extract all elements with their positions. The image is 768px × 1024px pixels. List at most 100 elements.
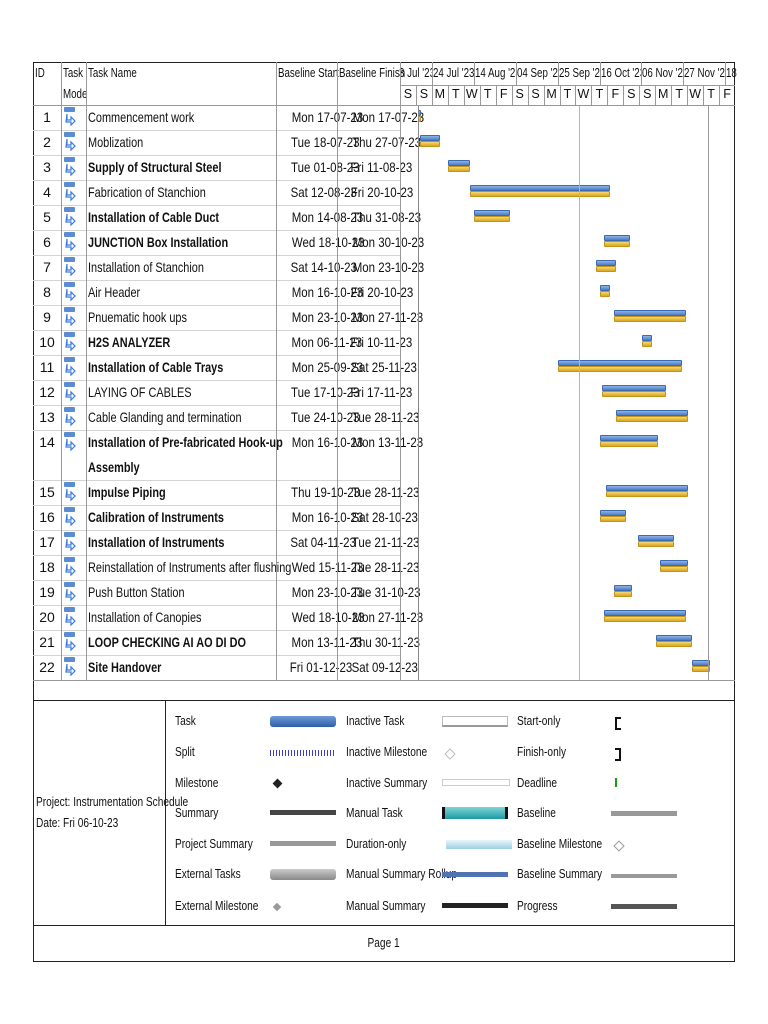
baseline-start: Mon 16-10-23: [291, 284, 364, 300]
task-bar[interactable]: [692, 660, 710, 666]
baseline-start: Sat 04-11-23: [290, 534, 356, 550]
table-row[interactable]: 6 JUNCTION Box Installation Wed 18-10-23 Mo…: [33, 230, 425, 255]
task-bar[interactable]: [596, 260, 616, 266]
task-bar[interactable]: [614, 310, 686, 316]
table-row[interactable]: 14 Installation of Pre-fabricated Hook-up…: [33, 430, 423, 480]
timescale-minor-label: T: [707, 87, 715, 101]
table-row[interactable]: 15 Impulse Piping Thu 19-10-23 Tue 28-11-23: [33, 480, 420, 505]
timescale-minor-label: T: [563, 87, 572, 101]
task-bar[interactable]: [600, 285, 610, 291]
timescale-minor-label: F: [723, 87, 731, 101]
table-row[interactable]: 4 Fabrication of Stanchion Sat 12-08-23 Fri…: [33, 180, 413, 205]
task-bar[interactable]: [474, 210, 510, 216]
duration-only-icon: [446, 840, 512, 849]
table-row[interactable]: 20 Installation of Canopies Wed 18-10-23 Mo…: [33, 605, 423, 630]
legend-label: Finish-only: [517, 744, 567, 759]
task-bar[interactable]: [600, 435, 658, 441]
timescale-minor-divider: [591, 85, 593, 105]
task-id: 15: [39, 484, 55, 500]
table-row[interactable]: 18 Reinstallation of Instruments after fl…: [33, 555, 420, 580]
table-row[interactable]: 13 Cable Glanding and termination Tue 24-1…: [33, 405, 420, 430]
table-row[interactable]: 3 Supply of Structural Steel Tue 01-08-23 F…: [33, 155, 412, 180]
manual-summary-icon: [442, 903, 508, 908]
table-row[interactable]: 19 Push Button Station Mon 23-10-23 Tue 31-…: [33, 580, 421, 605]
legend-label: Summary: [175, 805, 219, 820]
table-row[interactable]: 17 Installation of Instruments Sat 04-11-2…: [33, 530, 420, 555]
timescale-major-divider: [725, 62, 726, 85]
table-row[interactable]: 22 Site Handover Fri 01-12-23 Sat 09-12-23: [33, 655, 418, 680]
task-bar[interactable]: [602, 385, 666, 391]
col-mode-label-2: Mode: [63, 87, 88, 101]
timescale-major-divider: [558, 62, 559, 85]
task-id: 6: [43, 234, 51, 250]
footer-border: [33, 925, 735, 926]
table-row[interactable]: 1 Commencement work Mon 17-07-23 Mon 17-07-…: [33, 105, 424, 130]
baseline-bar: [616, 416, 688, 422]
table-row[interactable]: 8 Air Header Mon 16-10-23 Fri 20-10-23: [33, 280, 413, 305]
task-bar[interactable]: [420, 135, 440, 141]
table-row[interactable]: 11 Installation of Cable Trays Mon 25-09-2…: [33, 355, 417, 380]
baseline-finish: Mon 30-10-23: [352, 234, 425, 250]
task-id: 7: [43, 259, 51, 275]
timescale-minor-divider: [639, 85, 641, 105]
timescale-minor-divider: [719, 85, 721, 105]
task-id: 12: [39, 384, 55, 400]
task-bar[interactable]: [604, 235, 630, 241]
table-row[interactable]: 7 Installation of Stanchion Sat 14-10-23 Mo…: [33, 255, 424, 280]
timescale-minor-label: S: [643, 87, 652, 101]
timescale-minor-divider: [559, 85, 561, 105]
baseline-start: Tue 01-08-23: [291, 159, 360, 175]
timescale-minor-divider: [623, 85, 625, 105]
table-row[interactable]: 12 LAYING OF CABLES Tue 17-10-23 Fri 17-11-…: [33, 380, 412, 405]
timescale-minor-divider: [687, 85, 689, 105]
table-row[interactable]: 10 H2S ANALYZER Mon 06-11-23 Fri 10-11-23: [33, 330, 412, 355]
task-name: LAYING OF CABLES: [88, 384, 192, 400]
table-row[interactable]: 9 Pnuematic hook ups Mon 23-10-23 Mon 27-11…: [33, 305, 424, 330]
task-bar[interactable]: [470, 185, 610, 191]
timescale-minor-divider: [479, 85, 481, 105]
task-bar[interactable]: [616, 410, 688, 416]
table-row[interactable]: 5 Installation of Cable Duct Mon 14-08-23 T…: [33, 205, 421, 230]
task-bar[interactable]: [638, 535, 674, 541]
auto-scheduled-task-icon: [63, 656, 77, 677]
task-bar[interactable]: [606, 485, 688, 491]
baseline-finish: Tue 28-11-23: [351, 484, 420, 500]
timescale-minor-label: S: [403, 87, 413, 101]
row-divider: [33, 305, 400, 306]
table-row[interactable]: 2 Moblization Tue 18-07-23 Thu 27-07-23: [33, 130, 421, 155]
timescale-minor-label: S: [515, 87, 524, 101]
col-id-label: ID: [35, 66, 45, 80]
row-divider: [33, 230, 400, 231]
task-bar[interactable]: [642, 335, 652, 341]
task-bar[interactable]: [600, 510, 626, 516]
timescale-minor-divider: [543, 85, 545, 105]
baseline-finish: Mon 27-11-23: [352, 309, 424, 325]
task-name: Impulse Piping: [88, 484, 166, 500]
task-bar[interactable]: [604, 610, 686, 616]
table-row[interactable]: 21 LOOP CHECKING AI AO DI DO Mon 13-11-23 T…: [33, 630, 421, 655]
timescale-minor-divider: [703, 85, 705, 105]
timescale-minor-label: M: [657, 87, 669, 101]
timescale-major-label: 24 Jul '23: [433, 66, 474, 80]
baseline-finish: Sat 28-10-23: [351, 509, 418, 525]
row-divider: [33, 280, 400, 281]
timescale-minor-divider: [575, 85, 577, 105]
table-row[interactable]: 16 Calibration of Instruments Mon 16-10-23…: [33, 505, 418, 530]
timescale-minor-label: W: [689, 87, 702, 101]
start-only-icon: [615, 717, 621, 730]
baseline-bar: [600, 441, 658, 447]
task-bar[interactable]: [448, 160, 470, 166]
baseline-finish: Thu 30-11-23: [351, 634, 421, 650]
col-baseline-finish-header: Baseline Finish: [339, 66, 424, 80]
task-id: 10: [39, 334, 55, 350]
row-divider: [33, 180, 400, 181]
auto-scheduled-task-icon: [63, 531, 77, 552]
baseline-start: Wed 15-11-23: [291, 559, 364, 575]
project-name: Project: Instrumentation Schedule: [36, 794, 189, 809]
task-bar[interactable]: [558, 360, 682, 366]
task-bar[interactable]: [614, 585, 632, 591]
baseline-bar: [448, 166, 470, 172]
task-bar[interactable]: [656, 635, 692, 641]
task-name: Reinstallation of Instruments after flus…: [88, 559, 292, 575]
task-bar[interactable]: [660, 560, 688, 566]
